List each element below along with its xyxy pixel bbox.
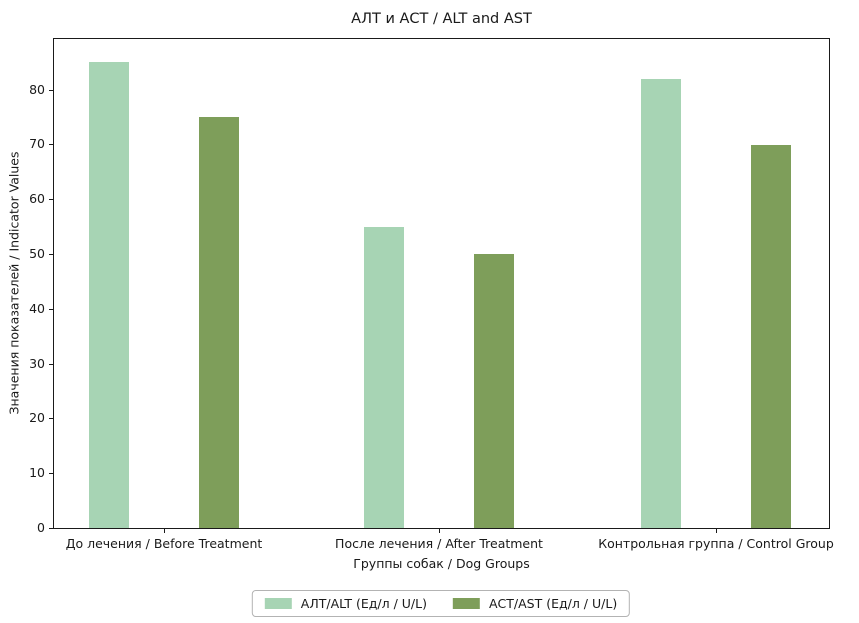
x-tick-mark bbox=[439, 529, 440, 533]
y-tick-mark bbox=[49, 418, 53, 420]
y-tick-label-20: 20 bbox=[29, 410, 45, 426]
x-tick-label-group1: После лечения / After Treatment bbox=[335, 536, 543, 551]
y-tick-mark bbox=[49, 254, 53, 256]
y-axis-label: Значения показателей / Indicator Values bbox=[6, 151, 22, 415]
y-tick-mark bbox=[49, 473, 53, 475]
x-axis-label: Группы собак / Dog Groups bbox=[353, 556, 530, 571]
legend-label: АСТ/AST (Ед/л / U/L) bbox=[488, 596, 618, 611]
y-tick-mark bbox=[49, 363, 53, 365]
y-tick-label-60: 60 bbox=[29, 191, 45, 207]
chart-title: АЛТ и АСТ / ALT and AST bbox=[351, 11, 532, 27]
y-tick-mark bbox=[49, 528, 53, 529]
bar-series1-group1 bbox=[474, 254, 514, 528]
legend-item-0: АЛТ/ALT (Ед/л / U/L) bbox=[264, 596, 427, 611]
y-tick-mark bbox=[49, 144, 53, 146]
x-tick-label-group0: До лечения / Before Treatment bbox=[65, 536, 263, 551]
y-tick-label-80: 80 bbox=[29, 81, 45, 97]
legend-swatch-icon bbox=[264, 598, 292, 609]
legend: АЛТ/ALT (Ед/л / U/L) АСТ/AST (Ед/л / U/L) bbox=[251, 590, 631, 617]
y-tick-label-50: 50 bbox=[29, 246, 45, 262]
legend-item-1: АСТ/AST (Ед/л / U/L) bbox=[452, 596, 618, 611]
bar-series1-group2 bbox=[751, 144, 791, 528]
bar-series0-group0 bbox=[89, 62, 129, 528]
y-tick-label-0: 0 bbox=[37, 520, 45, 535]
x-tick-mark bbox=[164, 529, 165, 533]
y-tick-mark bbox=[49, 199, 53, 201]
y-tick-label-40: 40 bbox=[29, 300, 45, 316]
legend-label: АЛТ/ALT (Ед/л / U/L) bbox=[300, 596, 427, 611]
y-tick-label-70: 70 bbox=[29, 136, 45, 152]
y-tick-label-30: 30 bbox=[29, 355, 45, 371]
y-tick-mark bbox=[49, 89, 53, 91]
x-tick-mark bbox=[716, 529, 717, 533]
bar-series1-group0 bbox=[199, 117, 239, 528]
y-tick-mark bbox=[49, 308, 53, 310]
x-tick-label-group2: Контрольная группа / Control Group bbox=[598, 536, 834, 551]
y-tick-label-10: 10 bbox=[29, 465, 45, 481]
bar-series0-group2 bbox=[641, 78, 681, 528]
plot-area bbox=[53, 38, 830, 529]
bar-series0-group1 bbox=[364, 226, 404, 528]
legend-swatch-icon bbox=[452, 598, 480, 609]
